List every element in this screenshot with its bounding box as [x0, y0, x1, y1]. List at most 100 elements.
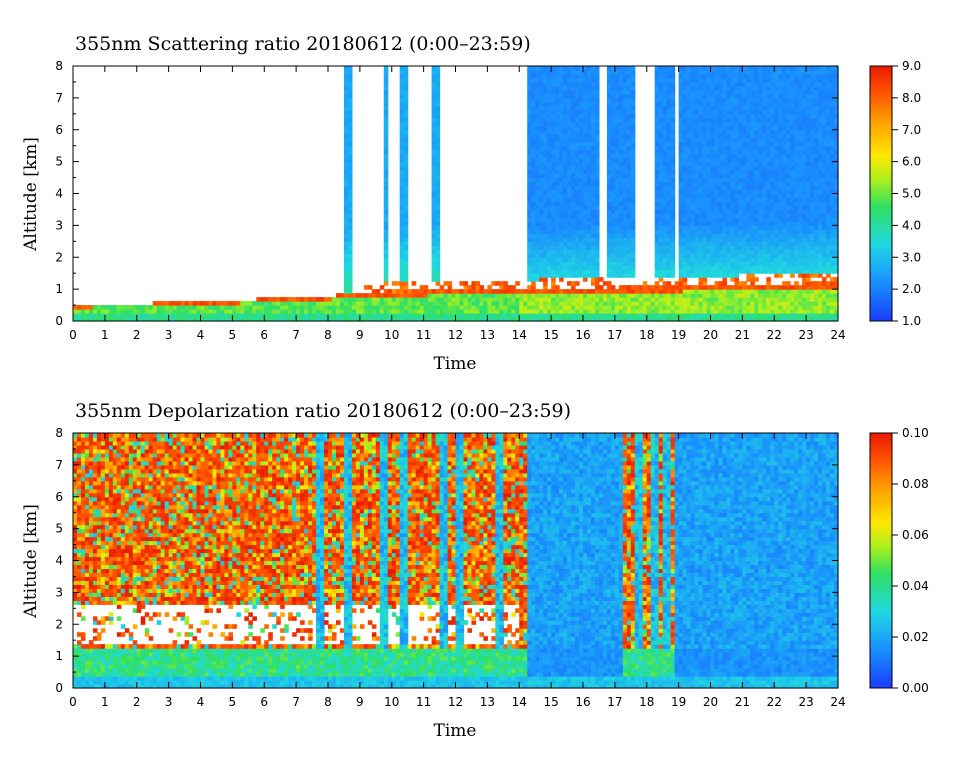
heatmap-cell [682, 161, 688, 167]
heatmap-cell [758, 233, 763, 238]
heatmap-cell [762, 201, 767, 207]
heatmap-cell [467, 309, 473, 314]
heatmap-cell [343, 241, 349, 246]
heatmap-cell [598, 297, 604, 302]
heatmap-cell [754, 241, 759, 246]
heatmap-cell [670, 221, 676, 226]
heatmap-cell [630, 201, 636, 207]
heatmap-cell [690, 229, 696, 234]
heatmap-cell [730, 66, 735, 71]
heatmap-cell [594, 125, 600, 131]
heatmap-cell [790, 217, 795, 222]
heatmap-cell [555, 169, 560, 175]
heatmap-cell [758, 197, 763, 203]
heatmap-cell [654, 153, 660, 159]
heatmap-cell [746, 205, 751, 211]
heatmap-cell [658, 165, 664, 171]
heatmap-cell [746, 97, 751, 103]
heatmap-cell [531, 249, 536, 254]
heatmap-cell [583, 305, 588, 310]
heatmap-cell [762, 125, 767, 131]
heatmap-cell [559, 233, 564, 238]
heatmap-cell [547, 133, 552, 139]
heatmap-cell [690, 257, 696, 262]
heatmap-cell [343, 237, 349, 242]
heatmap-cell [435, 113, 441, 119]
heatmap-cell [104, 317, 110, 322]
heatmap-cell [212, 305, 218, 310]
heatmap-cell [567, 201, 572, 207]
heatmap-cell [762, 293, 767, 298]
heatmap-cell [324, 313, 329, 318]
heatmap-cell [718, 225, 724, 230]
heatmap-cell [547, 301, 552, 306]
heatmap-cell [527, 237, 532, 242]
heatmap-cell [610, 301, 616, 306]
heatmap-cell [575, 249, 580, 254]
heatmap-cell [347, 121, 353, 127]
heatmap-cell [571, 229, 576, 234]
heatmap-cell [714, 253, 720, 258]
heatmap-cell [435, 241, 441, 246]
heatmap-cell [738, 93, 743, 99]
heatmap-cell [682, 197, 688, 203]
heatmap-cell [782, 141, 787, 147]
heatmap-cell [750, 169, 755, 175]
heatmap-cell [698, 293, 704, 298]
heatmap-cell [650, 285, 656, 290]
heatmap-cell [690, 185, 696, 191]
heatmap-cell [626, 189, 632, 195]
heatmap-cell [702, 313, 708, 318]
heatmap-cell [543, 189, 548, 195]
heatmap-cell [503, 289, 508, 294]
heatmap-cell [535, 305, 540, 310]
heatmap-cell [511, 301, 516, 306]
heatmap-cell [742, 317, 747, 322]
heatmap-cell [726, 66, 732, 71]
heatmap-cell [439, 289, 445, 294]
heatmap-cell [686, 97, 692, 103]
heatmap-cell [686, 73, 692, 79]
heatmap-cell [630, 93, 636, 99]
heatmap-cell [618, 285, 624, 290]
heatmap-cell [702, 241, 708, 246]
heatmap-cell [726, 81, 732, 87]
heatmap-cell [798, 313, 803, 318]
heatmap-cell [774, 265, 779, 270]
heatmap-cell [571, 69, 576, 75]
heatmap-cell [447, 305, 453, 310]
heatmap-cell [435, 69, 441, 75]
heatmap-cell [594, 305, 600, 310]
heatmap-cell [750, 249, 755, 254]
heatmap-cell [622, 313, 628, 318]
heatmap-cell [774, 209, 779, 215]
heatmap-cell [579, 125, 584, 131]
heatmap-cell [686, 245, 692, 250]
heatmap-cell [798, 189, 803, 195]
heatmap-cell [618, 73, 624, 79]
heatmap-cell [559, 145, 564, 151]
heatmap-cell [371, 305, 377, 310]
heatmap-cell [758, 137, 763, 143]
heatmap-cell [770, 193, 775, 199]
heatmap-cell [746, 305, 751, 310]
heatmap-cell [610, 85, 616, 91]
heatmap-cell [590, 81, 596, 87]
heatmap-cell [471, 289, 477, 294]
heatmap-cell [383, 129, 389, 135]
heatmap-cell [726, 289, 732, 294]
heatmap-cell [403, 69, 409, 75]
heatmap-cell [758, 297, 763, 302]
heatmap-cell [626, 305, 632, 310]
heatmap-cell [690, 161, 696, 167]
heatmap-cell [758, 313, 763, 318]
heatmap-cell [399, 105, 405, 111]
heatmap-cell [583, 97, 588, 103]
heatmap-cell [654, 85, 660, 91]
heatmap-cell [730, 101, 735, 107]
heatmap-cell [355, 297, 361, 302]
heatmap-cell [415, 305, 421, 310]
heatmap-cell [686, 101, 692, 107]
heatmap-cell [742, 66, 747, 71]
heatmap-cell [686, 133, 692, 139]
